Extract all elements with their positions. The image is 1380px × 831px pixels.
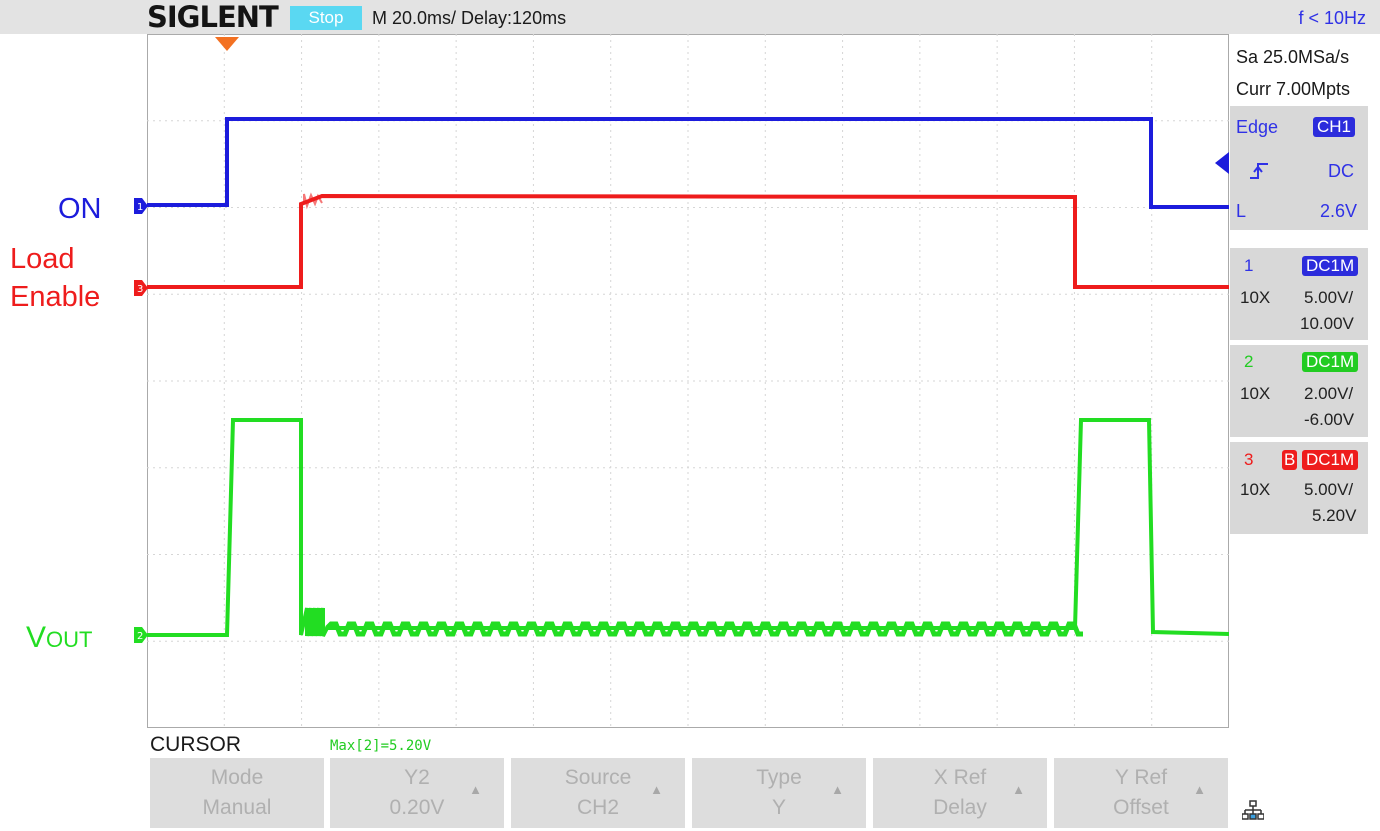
ch1-number: 1 xyxy=(1244,256,1254,275)
ch3-bw-limit: B xyxy=(1282,450,1298,470)
softkey-y2[interactable]: Y2 0.20V ▲ xyxy=(330,758,504,828)
ch3-scale: 5.00V/ xyxy=(1304,480,1354,499)
softkey-y2-value: 0.20V xyxy=(389,796,445,819)
softkey-source-value: CH2 xyxy=(576,796,619,819)
ch1-coupling: DC1M xyxy=(1302,256,1359,276)
softkey-yref[interactable]: Y Ref Offset ▲ xyxy=(1054,758,1228,828)
brand-logo: SIGLENT xyxy=(147,0,279,34)
softkey-yref-value: Offset xyxy=(1113,796,1169,819)
trigger-type: Edge xyxy=(1236,117,1279,137)
ch1-probe: 10X xyxy=(1240,288,1271,307)
label-vout-main: V xyxy=(26,621,47,654)
trigger-level-marker[interactable] xyxy=(1215,152,1229,174)
cursor-measurement: Max[2]=5.20V xyxy=(330,738,432,754)
label-vout: VOUT xyxy=(26,622,92,656)
sample-rate: Sa 25.0MSa/s xyxy=(1236,47,1350,67)
softkey-type-value: Y xyxy=(771,796,786,819)
ch3-trace-noise xyxy=(303,192,323,210)
ch2-offset: -6.00V xyxy=(1304,410,1355,429)
softkey-source-title: Source xyxy=(564,766,632,789)
ch2-coupling: DC1M xyxy=(1302,352,1359,372)
network-icon xyxy=(1241,800,1265,822)
frequency-counter: f < 10Hz xyxy=(1298,8,1366,28)
softkey-xref-value: Delay xyxy=(933,796,987,819)
label-enable: Enable xyxy=(10,281,101,313)
top-status-bar xyxy=(0,0,1380,34)
ch3-coupling: DC1M xyxy=(1302,450,1359,470)
ch2-ripple xyxy=(325,621,1083,637)
up-arrow-icon: ▲ xyxy=(1193,782,1206,797)
ch1-offset: 10.00V xyxy=(1300,314,1354,333)
softkey-mode-value: Manual xyxy=(202,796,272,819)
ch2-trace xyxy=(147,418,1229,637)
ch3-number: 3 xyxy=(1244,450,1254,469)
softkey-yref-title: Y Ref xyxy=(1114,766,1168,789)
ch2-probe: 10X xyxy=(1240,384,1271,403)
ch1-trace xyxy=(147,117,1229,209)
trigger-position-marker[interactable] xyxy=(215,37,239,51)
graticule-grid xyxy=(147,34,1229,728)
svg-text:3: 3 xyxy=(137,284,143,295)
cursor-menu-title: CURSOR xyxy=(150,733,242,756)
ch3-offset: 5.20V xyxy=(1312,506,1357,525)
softkey-source[interactable]: Source CH2 ▲ xyxy=(511,758,685,828)
trigger-coupling: DC xyxy=(1328,161,1354,181)
ch3-trace xyxy=(147,193,1229,289)
svg-text:2: 2 xyxy=(137,631,143,642)
softkey-xref[interactable]: X Ref Delay ▲ xyxy=(873,758,1047,828)
ch3-marker[interactable]: 3 xyxy=(134,280,148,296)
ch2-scale: 2.00V/ xyxy=(1304,384,1354,403)
label-load: Load xyxy=(10,243,75,275)
trigger-level: 2.6V xyxy=(1320,201,1358,221)
up-arrow-icon: ▲ xyxy=(469,782,482,797)
softkey-y2-title: Y2 xyxy=(404,766,430,789)
ch2-marker[interactable]: 2 xyxy=(134,627,148,643)
run-stop-status[interactable]: Stop xyxy=(290,6,362,30)
ch3-probe: 10X xyxy=(1240,480,1271,499)
rising-edge-icon xyxy=(1248,160,1270,182)
ch1-scale: 5.00V/ xyxy=(1304,288,1354,307)
timebase-readout: M 20.0ms/ Delay:120ms xyxy=(372,8,567,28)
softkey-mode-title: Mode xyxy=(210,766,264,789)
svg-text:1: 1 xyxy=(137,202,143,213)
up-arrow-icon: ▲ xyxy=(831,782,844,797)
label-on: ON xyxy=(58,193,102,225)
softkey-mode[interactable]: Mode Manual xyxy=(150,758,324,828)
memory-depth: Curr 7.00Mpts xyxy=(1236,79,1351,99)
label-vout-sub: OUT xyxy=(46,627,93,652)
ch1-marker[interactable]: 1 xyxy=(134,198,148,214)
ch2-number: 2 xyxy=(1244,352,1254,371)
waveform-display[interactable] xyxy=(147,34,1229,728)
up-arrow-icon: ▲ xyxy=(1012,782,1025,797)
softkey-type-title: Type xyxy=(756,766,802,789)
trigger-source: CH1 xyxy=(1313,117,1356,137)
softkey-type[interactable]: Type Y ▲ xyxy=(692,758,866,828)
softkey-xref-title: X Ref xyxy=(933,766,987,789)
up-arrow-icon: ▲ xyxy=(650,782,663,797)
trigger-level-label: L xyxy=(1236,201,1247,221)
